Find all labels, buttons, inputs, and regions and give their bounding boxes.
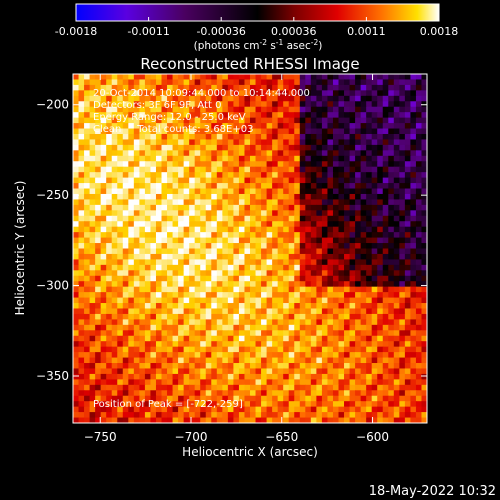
footer-timestamp: 18-May-2022 10:32 (369, 484, 496, 499)
annotation-energy-range: Energy Range: 12.0 - 25.0 keV (93, 112, 246, 123)
x-axis-label: Heliocentric X (arcsec) (182, 445, 318, 459)
annotation-time-range: 20-Oct-2014 10:09:44.000 to 10:14:44.000 (93, 88, 310, 99)
colorbar-tick-label: 0.00036 (271, 25, 317, 38)
annotation-clean-counts: Clean Total counts: 3.68E+03 (93, 124, 253, 135)
colorbar-unit-label: (photons cm-2 s-1 asec-2) (194, 38, 323, 52)
x-tick-label: −600 (356, 430, 389, 444)
x-tick-label: −700 (175, 430, 208, 444)
y-tick-label: −300 (36, 279, 69, 293)
y-tick-label: −200 (36, 98, 69, 112)
annotation-detectors: Detectors: 3F 6F 9F, Att 0 (93, 100, 221, 111)
colorbar-tick-label: -0.0011 (127, 25, 169, 38)
x-tick-label: −650 (265, 430, 298, 444)
x-tick-label: −750 (84, 430, 117, 444)
chart-title: Reconstructed RHESSI Image (140, 55, 359, 73)
y-tick-label: −350 (36, 369, 69, 383)
y-axis-ticks: −200 −250 −300 −350 (36, 98, 427, 383)
colorbar-ticks (75, 17, 440, 21)
colorbar (75, 3, 440, 22)
colorbar-tick-label: -0.0018 (55, 25, 97, 38)
heatmap-image (73, 74, 427, 423)
annotation-peak-position: Position of Peak = [-722,-259] (93, 399, 243, 410)
plot-frame (72, 73, 428, 424)
colorbar-tick-label: 0.0018 (420, 25, 459, 38)
x-axis-ticks: −750 −700 −650 −600 (84, 74, 389, 444)
y-axis-label: Heliocentric Y (arcsec) (13, 181, 27, 316)
colorbar-tick-label: 0.0011 (347, 25, 386, 38)
y-tick-label: −250 (36, 188, 69, 202)
colorbar-tick-label: -0.00036 (196, 25, 245, 38)
